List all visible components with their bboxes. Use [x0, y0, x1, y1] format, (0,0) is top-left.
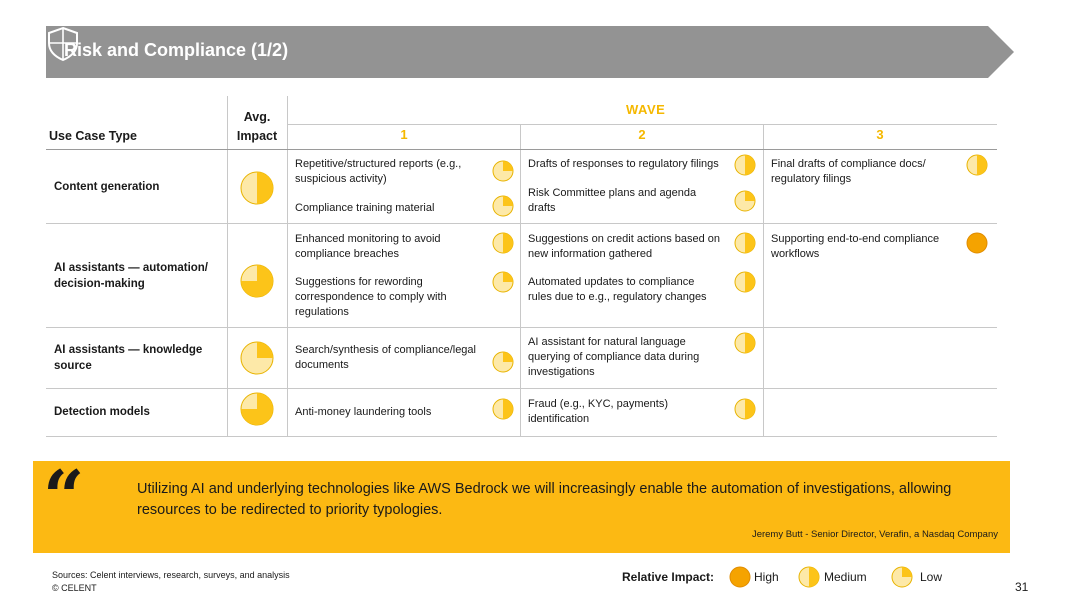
wave-underline	[287, 124, 997, 125]
col-divider	[227, 96, 228, 437]
wave-3-header: 3	[876, 127, 884, 142]
legend-title: Relative Impact:	[622, 570, 715, 584]
use-case-item: Compliance training material	[295, 202, 435, 214]
col-divider	[763, 124, 764, 437]
wave-1-header: 1	[400, 127, 408, 142]
row-divider	[46, 436, 997, 437]
quote-author: Jeremy Butt - Senior Director, Verafin, …	[751, 529, 998, 540]
impact-pie	[734, 232, 756, 254]
row-divider	[46, 327, 997, 328]
use-case-item: Repetitive/structured reports (e.g., susp…	[295, 158, 462, 185]
impact-pie	[966, 154, 988, 176]
banner-arrow-shape	[46, 26, 1014, 78]
section-banner: Risk and Compliance (1/2)	[46, 26, 1014, 78]
impact-pie	[734, 332, 756, 354]
impact-pie	[734, 271, 756, 293]
header-rule	[46, 149, 997, 150]
avg-impact-pie	[240, 264, 274, 298]
impact-pie	[492, 351, 514, 373]
legend-medium-icon	[798, 566, 820, 588]
impact-pie	[966, 232, 988, 254]
sources-note: Sources: Celent interviews, research, su…	[52, 569, 290, 595]
row-divider	[46, 223, 997, 224]
copyright-text: © CELENT	[52, 583, 97, 593]
use-case-item: Risk Committee plans and agenda drafts	[528, 187, 697, 214]
impact-pie	[492, 232, 514, 254]
impact-pie	[492, 398, 514, 420]
impact-pie	[492, 195, 514, 217]
quote-callout: “ Utilizing AI and underlying technologi…	[33, 457, 1010, 553]
row-label-content-generation: Content generation	[54, 179, 224, 195]
row-divider	[46, 388, 997, 389]
page-number: 31	[1015, 580, 1029, 594]
use-case-item: AI assistant for natural language queryin…	[528, 336, 700, 378]
quote-mark-icon: “	[43, 454, 85, 539]
impact-pie	[734, 154, 756, 176]
shield-icon	[48, 26, 78, 62]
col-divider	[287, 96, 288, 437]
use-case-item: Drafts of responses to regulatory filing…	[528, 158, 719, 170]
use-case-item: Suggestions on credit actions based on ne…	[528, 233, 721, 260]
row-label-line: Content generation	[54, 181, 160, 193]
use-case-item: Enhanced monitoring to avoid compliance b…	[295, 233, 441, 260]
legend-high-icon	[729, 566, 751, 588]
wave-header: WAVE	[626, 102, 666, 117]
legend-medium-label: Medium	[824, 570, 867, 584]
col-header-avg-impact-2: Impact	[236, 129, 278, 143]
row-label-knowledge: AI assistants — knowledge source	[54, 344, 203, 372]
col-header-avg-impact-1: Avg.	[243, 110, 271, 124]
legend-low-icon	[891, 566, 913, 588]
col-header-use-case: Use Case Type	[49, 129, 138, 143]
use-case-item: Search/synthesis of compliance/legal docu…	[295, 344, 476, 371]
use-case-item: Suggestions for rewording correspondence …	[295, 276, 447, 318]
quote-text: Utilizing AI and underlying technologies…	[137, 481, 952, 518]
wave-2-header: 2	[638, 127, 646, 142]
avg-impact-pie	[240, 341, 274, 375]
sources-text: Sources: Celent interviews, research, su…	[52, 570, 290, 580]
impact-pie	[492, 160, 514, 182]
use-case-item: Anti-money laundering tools	[295, 406, 432, 418]
col-divider	[520, 124, 521, 437]
avg-impact-pie	[240, 171, 274, 205]
use-case-item: Final drafts of compliance docs/regulato…	[771, 158, 926, 185]
avg-impact-pie	[240, 392, 274, 426]
use-case-item: Automated updates to compliance rules due…	[528, 276, 707, 303]
row-label-detection: Detection models	[54, 406, 150, 418]
page-title: Risk and Compliance (1/2)	[64, 40, 289, 60]
impact-pie	[734, 398, 756, 420]
legend-high-label: High	[754, 570, 779, 584]
legend-low-label: Low	[920, 570, 943, 584]
use-case-item: Supporting end-to-end compliance workflow…	[771, 233, 940, 260]
impact-pie	[734, 190, 756, 212]
row-label-automation: AI assistants — automation/decision-maki…	[54, 262, 209, 290]
use-case-item: Fraud (e.g., KYC, payments) identificatio…	[528, 398, 668, 425]
use-case-table: Use Case Type Avg. Impact WAVE 1 2 3 Con…	[46, 96, 997, 438]
impact-pie	[492, 271, 514, 293]
